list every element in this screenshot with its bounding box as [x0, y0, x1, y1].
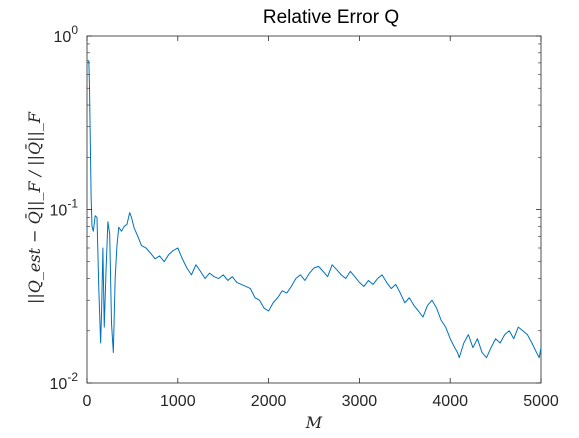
x-tick-label: 3000 [342, 393, 378, 410]
x-tick-label: 0 [83, 393, 92, 410]
plot-area [86, 35, 542, 384]
x-axis-label: M [305, 413, 323, 432]
y-tick-label: 100 [54, 23, 79, 46]
x-tick-label: 4000 [432, 393, 468, 410]
x-tick-label: 5000 [523, 393, 559, 410]
series-line-0 [87, 60, 542, 359]
y-tick-label: 10-1 [50, 197, 79, 220]
x-tick-label: 1000 [160, 393, 196, 410]
x-tick-label: 2000 [251, 393, 287, 410]
y-axis-label: ||Q_est − Q̄||_F / ||Q̄||_F [23, 111, 44, 304]
y-tick-label: 10-2 [50, 370, 79, 393]
chart-title: Relative Error Q [263, 7, 399, 28]
